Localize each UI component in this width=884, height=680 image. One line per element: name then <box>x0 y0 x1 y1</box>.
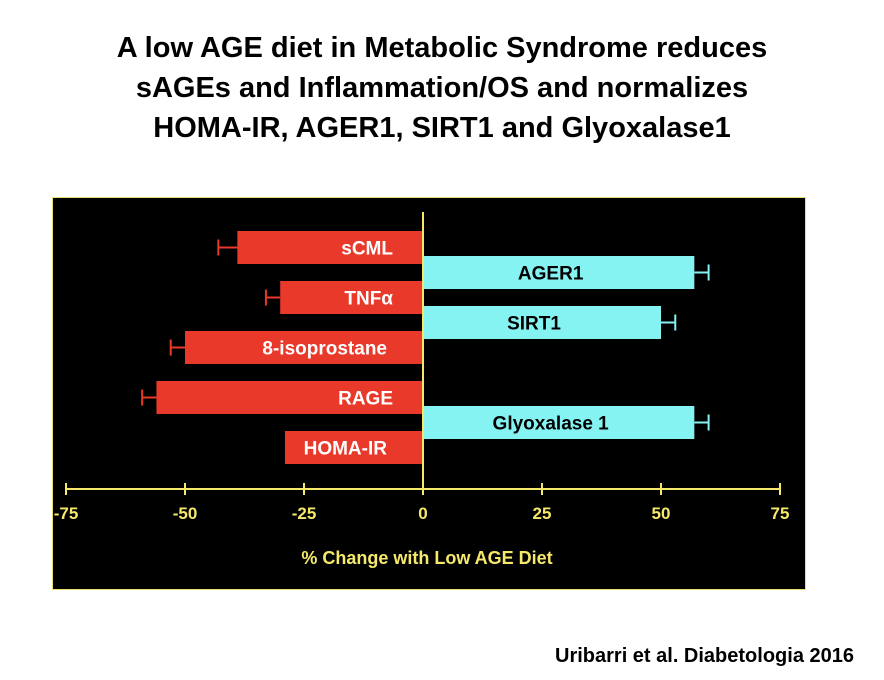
x-tick-label-6: 75 <box>771 504 790 523</box>
bar-label-1: AGER1 <box>518 264 584 285</box>
bar-1 <box>423 256 695 289</box>
bar-group-5: RAGE <box>141 381 423 414</box>
bar-group-6: Glyoxalase 1 <box>423 406 710 439</box>
chart-panel: % Change with Low AGE Diet sCML AGER1 TNFα… <box>52 197 806 590</box>
bar-5 <box>156 381 423 414</box>
x-tick-label-5: 50 <box>652 504 671 523</box>
bar-6 <box>423 406 695 439</box>
bar-7 <box>284 431 423 464</box>
bar-group-7: HOMA-IR <box>284 431 423 464</box>
bar-group-1: AGER1 <box>423 256 710 289</box>
bar-group-0: sCML <box>217 231 423 264</box>
bar-label-4: 8-isoprostane <box>262 339 387 360</box>
x-tick-label-3: 0 <box>418 504 427 523</box>
slide-title: A low AGE diet in Metabolic Syndrome red… <box>0 28 884 148</box>
citation: Uribarri et al. Diabetologia 2016 <box>555 645 854 667</box>
bar-label-7: HOMA-IR <box>304 439 388 460</box>
x-tick-label-1: -50 <box>173 504 198 523</box>
bar-4 <box>185 331 423 364</box>
bar-chart: % Change with Low AGE Diet sCML AGER1 TNFα… <box>54 212 790 568</box>
x-tick-label-2: -25 <box>292 504 317 523</box>
bar-group-2: TNFα <box>264 281 423 314</box>
bar-label-6: Glyoxalase 1 <box>493 414 610 435</box>
bar-label-0: sCML <box>341 239 393 260</box>
title-line-3: HOMA-IR, AGER1, SIRT1 and Glyoxalase1 <box>153 112 731 144</box>
bar-label-5: RAGE <box>338 389 393 410</box>
x-tick-label-4: 25 <box>533 504 552 523</box>
x-tick-label-0: -75 <box>54 504 79 523</box>
bar-group-4: 8-isoprostane <box>169 331 423 364</box>
bar-label-2: TNFα <box>344 289 393 310</box>
bar-2 <box>280 281 423 314</box>
x-axis-label: % Change with Low AGE Diet <box>301 548 552 568</box>
bar-label-3: SIRT1 <box>507 314 561 335</box>
title-line-1: A low AGE diet in Metabolic Syndrome red… <box>116 32 768 64</box>
bar-3 <box>423 306 661 339</box>
title-line-2: sAGEs and Inflammation/OS and normalizes <box>135 72 749 104</box>
bar-group-3: SIRT1 <box>423 306 677 339</box>
bar-0 <box>237 231 423 264</box>
